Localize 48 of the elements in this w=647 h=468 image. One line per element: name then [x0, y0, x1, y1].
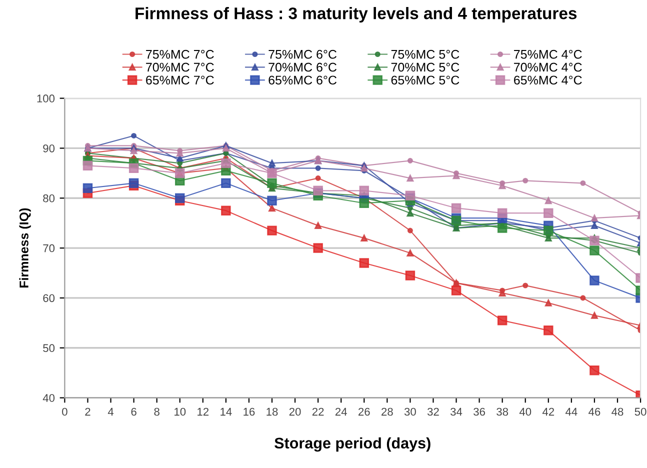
x-tick-label: 42	[542, 408, 554, 416]
x-tick-label: 6	[131, 408, 136, 416]
y-tick-label: 40	[42, 394, 55, 402]
x-tick-label: 16	[244, 408, 255, 416]
x-tick-label: 26	[358, 408, 370, 416]
y-tick-label: 60	[43, 294, 55, 302]
y-tick-label: 100	[37, 94, 55, 102]
y-tick-label: 80	[43, 194, 55, 202]
legend-label: 65%MC 7°C	[146, 76, 214, 85]
legend-label: 75%MC 4°C	[514, 50, 582, 59]
x-tick-label: 44	[566, 408, 578, 416]
legend-label: 65%MC 5°C	[391, 76, 460, 85]
x-tick-label: 12	[198, 408, 209, 416]
x-tick-label: 38	[496, 408, 508, 416]
y-axis-title: Firmness (IQ)	[19, 208, 31, 288]
x-tick-label: 2	[85, 408, 90, 416]
legend-label: 70%MC 6°C	[268, 62, 337, 72]
x-tick-label: 30	[404, 408, 416, 416]
x-tick-label: 50	[634, 408, 646, 416]
legend-label: 70%MC 7°C	[146, 62, 214, 72]
x-tick-label: 46	[588, 408, 600, 416]
chart-title: Firmness of Hass : 3 maturity levels and 4 temperatures	[136, 7, 577, 23]
legend-label: 70%MC 5°C	[391, 62, 460, 72]
legend-label: 65%MC 6°C	[268, 76, 337, 85]
x-axis-title: Storage period (days)	[274, 437, 430, 452]
legend-label: 75%MC 5°C	[391, 50, 460, 59]
x-tick-label: 0	[62, 408, 68, 416]
legend-label: 65%MC 4°C	[514, 76, 582, 85]
x-tick-label: 22	[312, 408, 324, 416]
y-tick-label: 50	[43, 344, 55, 352]
x-tick-label: 24	[335, 408, 347, 416]
y-tick-label: 70	[43, 244, 55, 252]
x-tick-label: 28	[382, 408, 393, 416]
x-tick-label: 4	[108, 408, 114, 416]
y-tick-label: 90	[43, 144, 55, 152]
legend-label: 70%MC 4°C	[514, 62, 582, 72]
x-tick-label: 10	[174, 408, 186, 416]
x-tick-label: 14	[220, 408, 232, 416]
x-tick-label: 48	[612, 408, 624, 416]
legend-label: 75%MC 7°C	[146, 50, 214, 59]
x-tick-label: 8	[154, 408, 160, 416]
x-tick-label: 34	[450, 408, 462, 416]
legend-label: 75%MC 6°C	[268, 50, 337, 59]
x-tick-label: 40	[519, 408, 532, 416]
x-tick-label: 20	[289, 408, 301, 416]
x-tick-label: 36	[474, 408, 485, 416]
x-tick-label: 32	[427, 408, 439, 416]
x-tick-label: 18	[266, 408, 278, 416]
